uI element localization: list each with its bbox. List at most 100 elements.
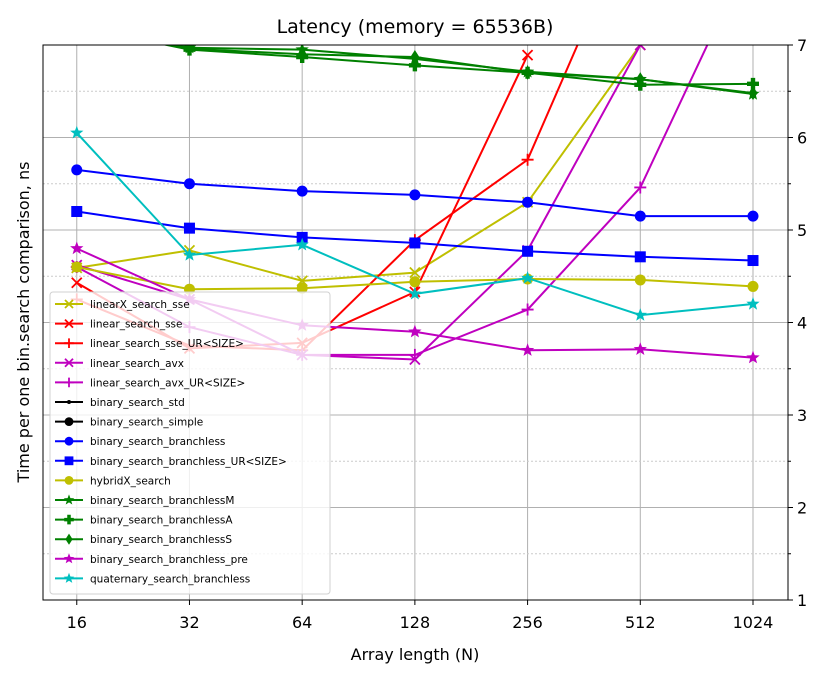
marker [522, 245, 534, 257]
marker [520, 271, 535, 284]
y-tick-label: 2 [797, 499, 807, 518]
marker [296, 185, 308, 197]
marker [71, 261, 83, 273]
y-tick-label: 4 [797, 314, 807, 333]
marker [409, 276, 421, 288]
marker [64, 476, 74, 485]
legend-label: binary_search_branchless_UR<SIZE> [90, 456, 287, 468]
legend-label: linear_search_avx [90, 358, 184, 370]
marker [64, 318, 74, 329]
chart-title: Latency (memory = 65536B) [277, 16, 554, 38]
legend-label: binary_search_branchlessS [90, 534, 232, 546]
marker [183, 222, 195, 234]
x-tick-label: 1024 [733, 613, 774, 632]
marker [408, 348, 421, 361]
marker [63, 572, 75, 583]
legend-label: linearX_search_sse [90, 299, 190, 311]
y-tick-label: 5 [797, 221, 807, 240]
marker [409, 189, 421, 201]
marker [64, 299, 74, 309]
marker [634, 251, 646, 263]
legend-label: binary_search_branchlessM [90, 495, 234, 507]
marker [64, 456, 74, 466]
axes: 16 32 64 128 256 512 1024 1 2 3 4 5 6 7 [67, 36, 808, 632]
marker [520, 343, 535, 356]
marker [64, 377, 74, 388]
marker [409, 266, 421, 279]
marker [748, 86, 758, 101]
marker [183, 178, 195, 190]
x-axis-label: Array length (N) [351, 645, 480, 664]
series-line [76, 45, 642, 282]
marker [70, 125, 84, 139]
marker [64, 436, 74, 446]
marker [63, 553, 75, 564]
y-tick-label: 7 [797, 36, 807, 55]
marker [747, 255, 759, 267]
x-tick-label: 64 [292, 613, 312, 632]
marker [296, 282, 308, 294]
marker [64, 358, 74, 368]
marker [64, 338, 74, 348]
y-tick-label: 1 [797, 591, 807, 610]
marker [521, 49, 534, 61]
marker [297, 47, 307, 62]
x-tick-label: 16 [67, 613, 87, 632]
marker [70, 241, 84, 255]
marker [746, 77, 759, 90]
legend-label: binary_search_simple [90, 417, 203, 429]
marker [65, 533, 73, 545]
marker [408, 286, 422, 300]
marker [71, 206, 83, 217]
marker [63, 494, 75, 505]
x-tick-label: 512 [625, 613, 656, 632]
marker [634, 45, 646, 51]
legend: linearX_search_sse linear_search_sselinea… [49, 291, 331, 595]
marker [296, 231, 308, 243]
legend-label: binary_search_branchless_pre [90, 554, 248, 566]
marker [64, 417, 74, 426]
legend-label: binary_search_branchlessA [90, 515, 233, 527]
marker [521, 303, 534, 316]
marker [408, 324, 422, 338]
marker [408, 59, 421, 72]
marker [634, 181, 647, 194]
marker [747, 210, 759, 222]
marker [746, 297, 760, 310]
marker [71, 164, 83, 176]
y-axis-label: Time per one bin.search comparison, ns [14, 162, 33, 484]
legend-label: hybridX_search [90, 475, 171, 487]
legend-label: linear_search_sse [90, 319, 182, 331]
marker [182, 248, 197, 261]
marker [634, 274, 646, 286]
legend-box [49, 291, 331, 595]
marker [747, 280, 759, 292]
legend-label: quaternary_search_branchless [90, 573, 250, 585]
legend-label: binary_search_std [90, 397, 185, 409]
y-tick-label: 3 [797, 406, 807, 425]
marker [746, 350, 760, 364]
marker [410, 50, 420, 65]
marker [70, 20, 83, 33]
marker [634, 210, 646, 222]
marker [71, 21, 83, 33]
marker [71, 277, 83, 289]
x-tick-label: 128 [400, 613, 431, 632]
legend-label: binary_search_branchless [90, 436, 225, 448]
y-tick-label: 6 [797, 129, 807, 148]
marker [635, 72, 645, 87]
x-tick-label: 256 [512, 613, 543, 632]
marker [523, 65, 533, 80]
marker [521, 153, 534, 166]
marker [184, 45, 194, 56]
legend-label: linear_search_sse_UR<SIZE> [90, 338, 244, 350]
marker [67, 400, 71, 404]
marker [522, 196, 534, 208]
legend-label: linear_search_avx_UR<SIZE> [90, 377, 245, 389]
marker [409, 237, 421, 249]
marker [633, 342, 647, 355]
marker [295, 237, 309, 251]
marker [72, 20, 81, 34]
marker [64, 514, 74, 525]
